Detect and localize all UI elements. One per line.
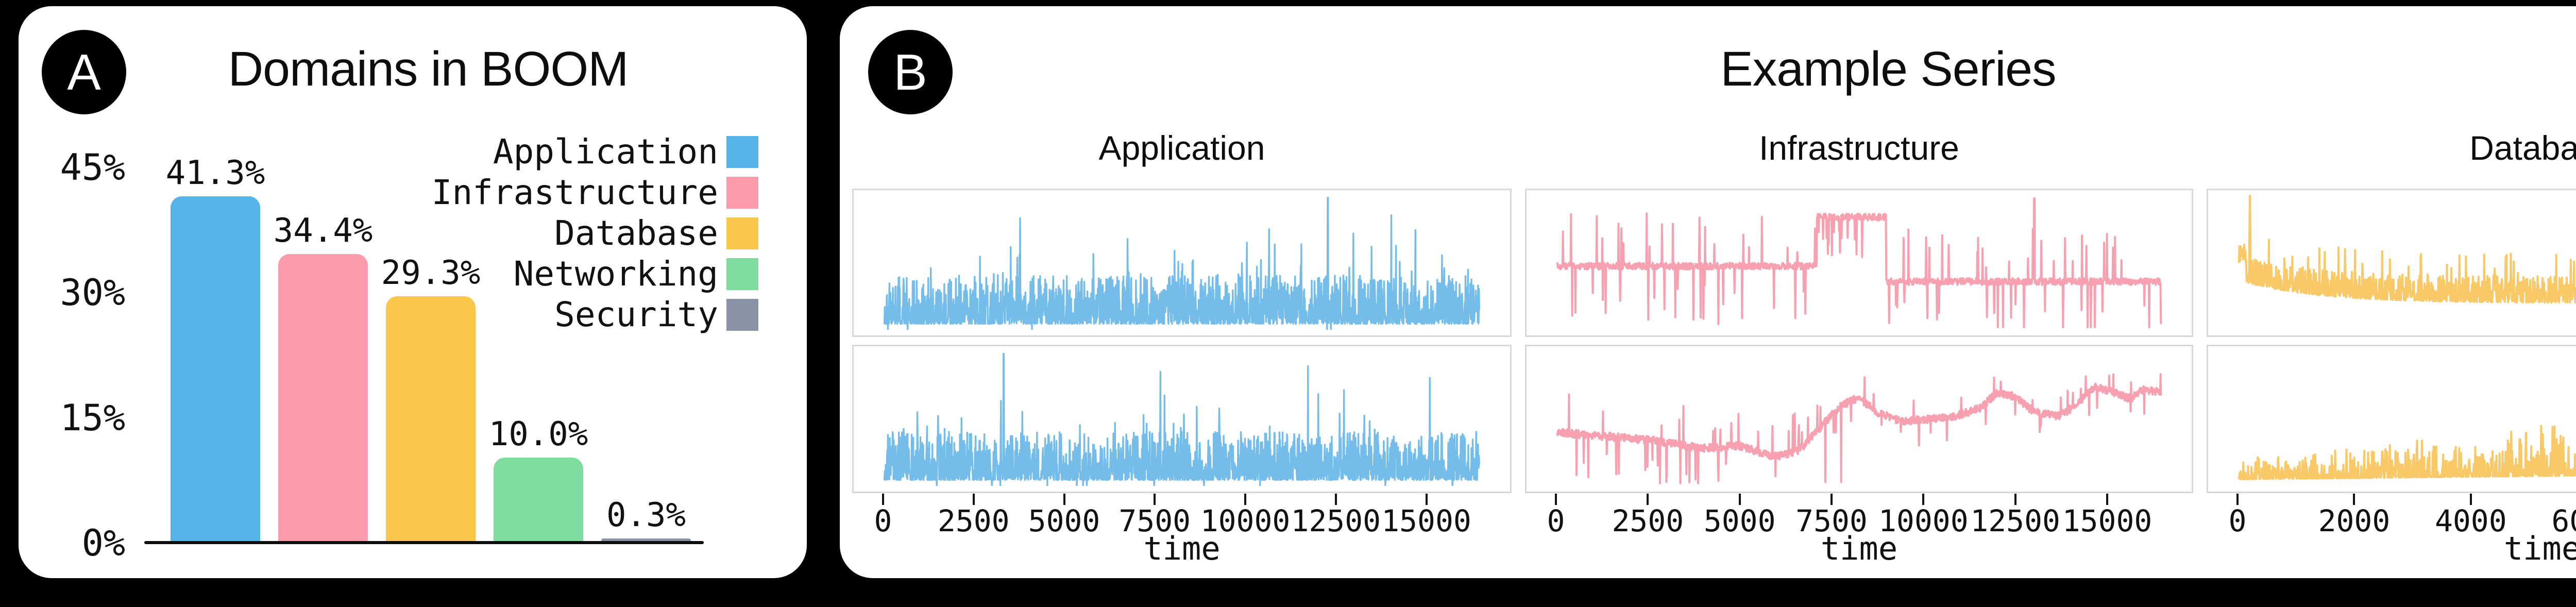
application-series-plot-bottom [852,345,1512,493]
database-series-plot-bottom [2207,345,2576,493]
bar-networking [494,458,583,541]
bar-value-database: 29.3% [381,254,481,293]
x-tick-mark [1063,494,1065,505]
x-tick-label: 12500 [1970,503,2060,538]
infrastructure-series-plot-bottom [1525,345,2193,493]
legend-label: Database [554,213,718,253]
y-tick-15: 15% [60,397,125,439]
bar-security [601,538,691,541]
legend-item-infrastructure: Infrastructure [341,172,758,213]
x-tick-label: 2500 [937,503,1010,538]
x-tick-mark [1555,494,1557,505]
x-tick-label: 7500 [1795,503,1868,538]
x-tick-mark [882,494,884,505]
time-series-line [884,353,1480,486]
time-series-line [884,197,1480,330]
x-tick-mark [2469,494,2472,505]
legend: Application Infrastructure Database Netw… [341,131,758,335]
x-tick-mark [2236,494,2239,505]
legend-item-database: Database [341,213,758,254]
x-tick-label: 12500 [1291,503,1381,538]
y-tick-45: 45% [60,146,125,189]
column-application: Application 0 2500 5000 7500 10000 12500 15000… [852,6,1512,578]
x-tick-mark [1244,494,1247,505]
x-tick-label: 5000 [1028,503,1100,538]
y-tick-30: 30% [60,272,125,314]
legend-swatch-database [726,217,758,249]
bar-infrastructure [278,254,368,541]
bar-value-infrastructure: 34.4% [273,211,373,250]
bar-value-application: 41.3% [165,154,265,192]
panel-a-badge: A [42,30,126,114]
legend-item-application: Application [341,131,758,172]
column-title-infrastructure: Infrastructure [1759,129,1959,167]
x-tick-label: 0 [1547,503,1565,538]
panel-b-card: B Example Series Application 0 2500 5000 75… [840,6,2576,578]
legend-swatch-application [726,136,758,168]
column-title-application: Application [1098,129,1265,167]
x-axis-line [144,541,704,544]
x-tick-label: 2000 [2318,503,2391,538]
infrastructure-series-plot-top [1525,189,2193,337]
panel-b-title: Example Series [1720,42,2056,96]
panel-b-badge-letter: B [893,44,927,100]
x-tick-label: 0 [2228,503,2247,538]
panel-a-card: A Domains in BOOM 45% 30% 15% 0% 41.3% 3… [19,6,807,578]
bar-application [171,196,260,541]
x-tick-mark [2353,494,2355,505]
x-tick-mark [1334,494,1337,505]
legend-label: Networking [513,254,718,294]
legend-label: Security [554,295,718,334]
x-axis-label-time: time [2503,530,2576,567]
time-series-line [1556,373,2162,484]
legend-swatch-networking [726,258,758,290]
panel-a-badge-letter: A [67,44,101,100]
x-tick-label: 4000 [2434,503,2507,538]
time-series-line [2238,194,2576,304]
bar-value-security: 0.3% [606,496,686,535]
legend-item-security: Security [341,294,758,335]
x-tick-label: 2500 [1612,503,1684,538]
x-tick-mark [1425,494,1428,505]
x-tick-label: 15000 [2062,503,2153,538]
legend-item-networking: Networking [341,254,758,294]
x-tick-label: 5000 [1703,503,1776,538]
x-axis-label-time: time [1143,530,1221,567]
bar-value-networking: 10.0% [488,415,588,453]
x-tick-label: 7500 [1118,503,1191,538]
time-series-line [1556,197,2162,328]
x-tick-label: 10000 [1878,503,1969,538]
y-tick-0: 0% [81,522,125,564]
x-tick-mark [2106,494,2108,505]
x-tick-mark [2014,494,2016,505]
x-tick-label: 15000 [1381,503,1471,538]
legend-label: Infrastructure [431,173,718,212]
column-infrastructure: Infrastructure 0 2500 5000 7500 10000 12500 15… [1525,6,2193,578]
legend-swatch-security [726,298,758,331]
bar-database [386,296,476,541]
x-tick-mark [972,494,975,505]
application-series-plot-top [852,189,1512,337]
x-tick-label: 6000 [2551,503,2576,538]
panel-b-badge: B [868,30,953,114]
column-title-database: Database [2469,129,2576,167]
x-tick-mark [1647,494,1649,505]
legend-swatch-infrastructure [726,176,758,209]
x-tick-label: 0 [874,503,892,538]
x-tick-mark [1922,494,1925,505]
x-axis-label-time: time [1820,530,1898,567]
x-tick-mark [1738,494,1741,505]
panel-a-title: Domains in BOOM [228,42,629,96]
x-tick-mark [1831,494,1833,505]
legend-label: Application [493,132,718,172]
column-database: Database 0200040006000800010000 time [2207,6,2576,578]
x-tick-label: 10000 [1200,503,1291,538]
time-series-line [2238,425,2576,481]
x-tick-mark [1154,494,1156,505]
database-series-plot-top [2207,189,2576,337]
